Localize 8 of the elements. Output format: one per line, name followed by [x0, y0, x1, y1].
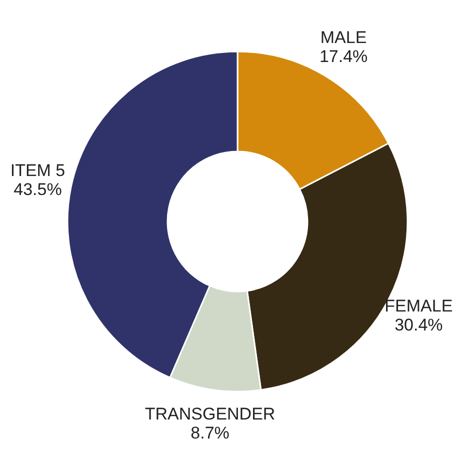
data-label: 30.4% — [394, 315, 443, 334]
slice-label: TRANSGENDER — [144, 404, 276, 424]
data-label: 8.7% — [190, 424, 230, 443]
slice-label: ITEM 5 — [10, 161, 66, 180]
data-label: 43.5% — [14, 180, 62, 200]
data-label: 17.4% — [319, 47, 368, 66]
slice-label: MALE — [320, 28, 367, 48]
slice-label: FEMALE — [384, 296, 453, 316]
